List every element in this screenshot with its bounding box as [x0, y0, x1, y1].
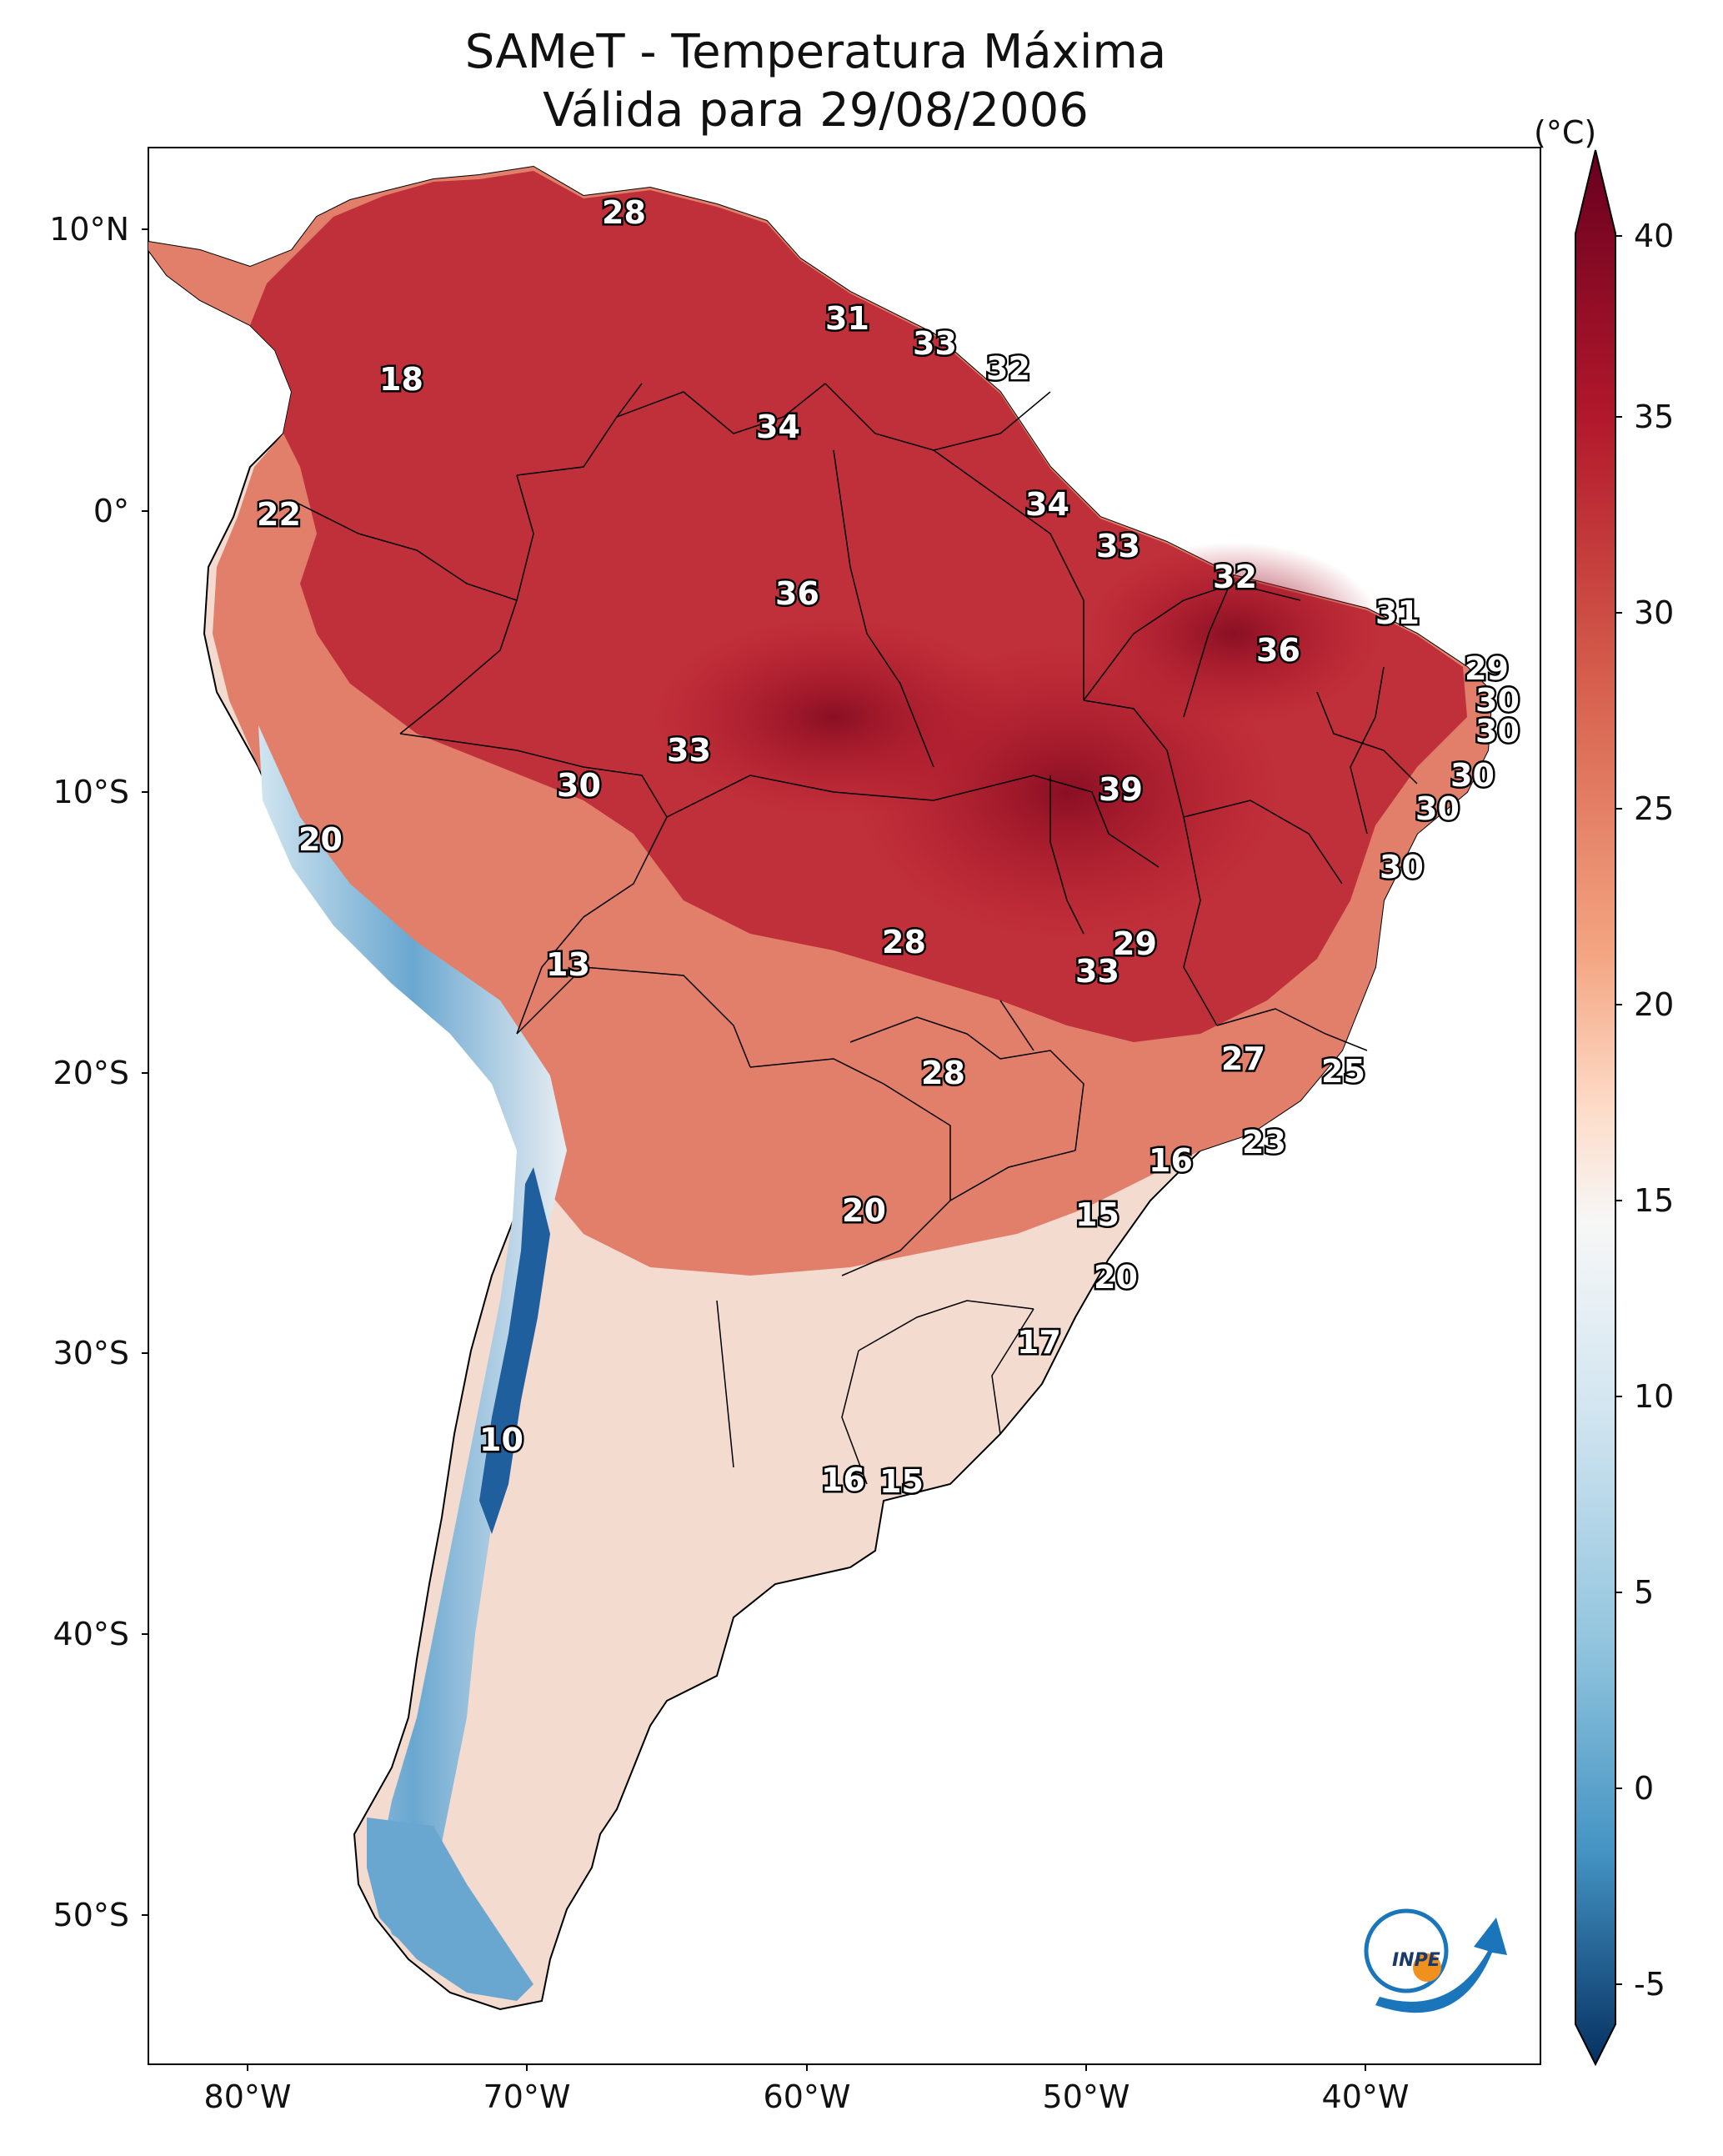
temp-label: 32 [986, 350, 1030, 387]
temp-label: 36 [1256, 632, 1300, 669]
temp-label: 34 [1025, 486, 1069, 523]
lon-label-50w: 50°W [1043, 2078, 1130, 2115]
temp-label: 30 [557, 767, 601, 804]
temp-label: 10 [479, 1421, 523, 1458]
lon-label-40w: 40°W [1322, 2078, 1410, 2115]
temp-label: 29 [1465, 650, 1509, 687]
colorbar-tick: 5 [1634, 1574, 1654, 1611]
colorbar-tick: 30 [1634, 594, 1674, 631]
axis-ticks [142, 228, 1366, 2071]
temp-label: 30 [1450, 757, 1495, 794]
lon-label-70w: 70°W [483, 2078, 571, 2115]
temp-label: 20 [1094, 1259, 1138, 1296]
colorbar-tick: 15 [1634, 1182, 1674, 1219]
temp-label: 17 [1017, 1324, 1061, 1361]
colorbar-tick: 40 [1634, 218, 1674, 254]
temp-label: 20 [298, 821, 343, 858]
logo-dot-icon [1413, 1953, 1441, 1982]
colorbar-tick: -5 [1634, 1966, 1665, 2003]
lat-label-20s: 20°S [53, 1055, 129, 1091]
colorbar-unit: (°C) [1534, 114, 1596, 151]
latitude-labels: 10°N 0° 10°S 20°S 30°S 40°S 50°S [49, 211, 129, 1933]
temp-label: 31 [1375, 594, 1420, 631]
temp-label: 18 [379, 361, 423, 398]
colorbar-tick: 25 [1634, 790, 1674, 827]
temp-label: 23 [1242, 1124, 1286, 1161]
lat-label-30s: 30°S [53, 1335, 129, 1371]
colorbar-tick: 10 [1634, 1378, 1674, 1415]
hot-core-amazon [650, 617, 1017, 817]
logo-arrow-icon [1375, 1918, 1507, 2013]
temp-label: 33 [1096, 528, 1140, 564]
lat-label-10s: 10°S [53, 774, 129, 810]
temp-label: 16 [1149, 1142, 1193, 1179]
lat-label-0: 0° [93, 493, 129, 529]
temp-label: 36 [775, 575, 819, 612]
temp-label: 30 [1415, 790, 1460, 827]
temp-label: 28 [921, 1055, 965, 1091]
temp-label: 15 [1075, 1196, 1119, 1233]
colorbar-tick: 0 [1634, 1770, 1654, 1807]
temp-label: 33 [667, 732, 711, 769]
temp-label: 27 [1221, 1040, 1265, 1077]
temp-label: 32 [1213, 559, 1257, 595]
temp-label: 30 [1475, 682, 1520, 719]
temp-label: 30 [1475, 713, 1520, 750]
colorbar-tick: 20 [1634, 986, 1674, 1023]
temp-label: 31 [825, 300, 869, 337]
lon-label-80w: 80°W [204, 2078, 292, 2115]
continent-map [148, 165, 1494, 2011]
inpe-logo: INPE [1364, 1908, 1507, 2013]
andes-cold-strip [258, 725, 567, 1951]
patagonia-cold [367, 1818, 533, 2001]
temp-label: 28 [602, 194, 646, 231]
temp-label: 33 [1075, 953, 1119, 990]
temp-label: 28 [882, 924, 926, 960]
temp-label: 34 [756, 409, 800, 445]
temp-label: 39 [1099, 771, 1143, 808]
temp-label: 16 [821, 1462, 865, 1498]
temp-label: 13 [546, 946, 590, 983]
temp-label: 20 [842, 1192, 886, 1229]
temp-label: 29 [1113, 925, 1157, 962]
temp-label: 22 [257, 496, 301, 533]
lat-label-40s: 40°S [53, 1616, 129, 1652]
title-line-1: SAMeT - Temperatura Máxima [464, 25, 1167, 79]
temp-label: 15 [879, 1463, 924, 1500]
colorbar: (°C) 40 35 30 25 20 15 10 5 0 -5 [1534, 114, 1674, 2067]
lat-label-10n: 10°N [49, 211, 129, 248]
hot-core-northeast [1084, 542, 1384, 725]
longitude-labels: 80°W 70°W 60°W 50°W 40°W [204, 2078, 1410, 2115]
colorbar-bar [1575, 149, 1616, 2067]
logo-text: INPE [1392, 1950, 1440, 1971]
map-title: SAMeT - Temperatura Máxima Válida para 2… [0, 23, 1723, 140]
country-borders [291, 383, 1418, 1485]
lat-label-50s: 50°S [53, 1897, 129, 1933]
colorbar-tick: 35 [1634, 399, 1674, 435]
andes-cold-core [479, 1167, 550, 1534]
lon-label-60w: 60°W [764, 2078, 851, 2115]
temp-label: 30 [1380, 849, 1424, 885]
temp-label: 25 [1321, 1053, 1365, 1090]
temperature-labels: 28 31 33 32 18 34 22 34 33 36 32 31 36 2… [255, 193, 1522, 1502]
temp-label: 33 [913, 325, 957, 362]
title-line-2: Válida para 29/08/2006 [543, 83, 1089, 138]
